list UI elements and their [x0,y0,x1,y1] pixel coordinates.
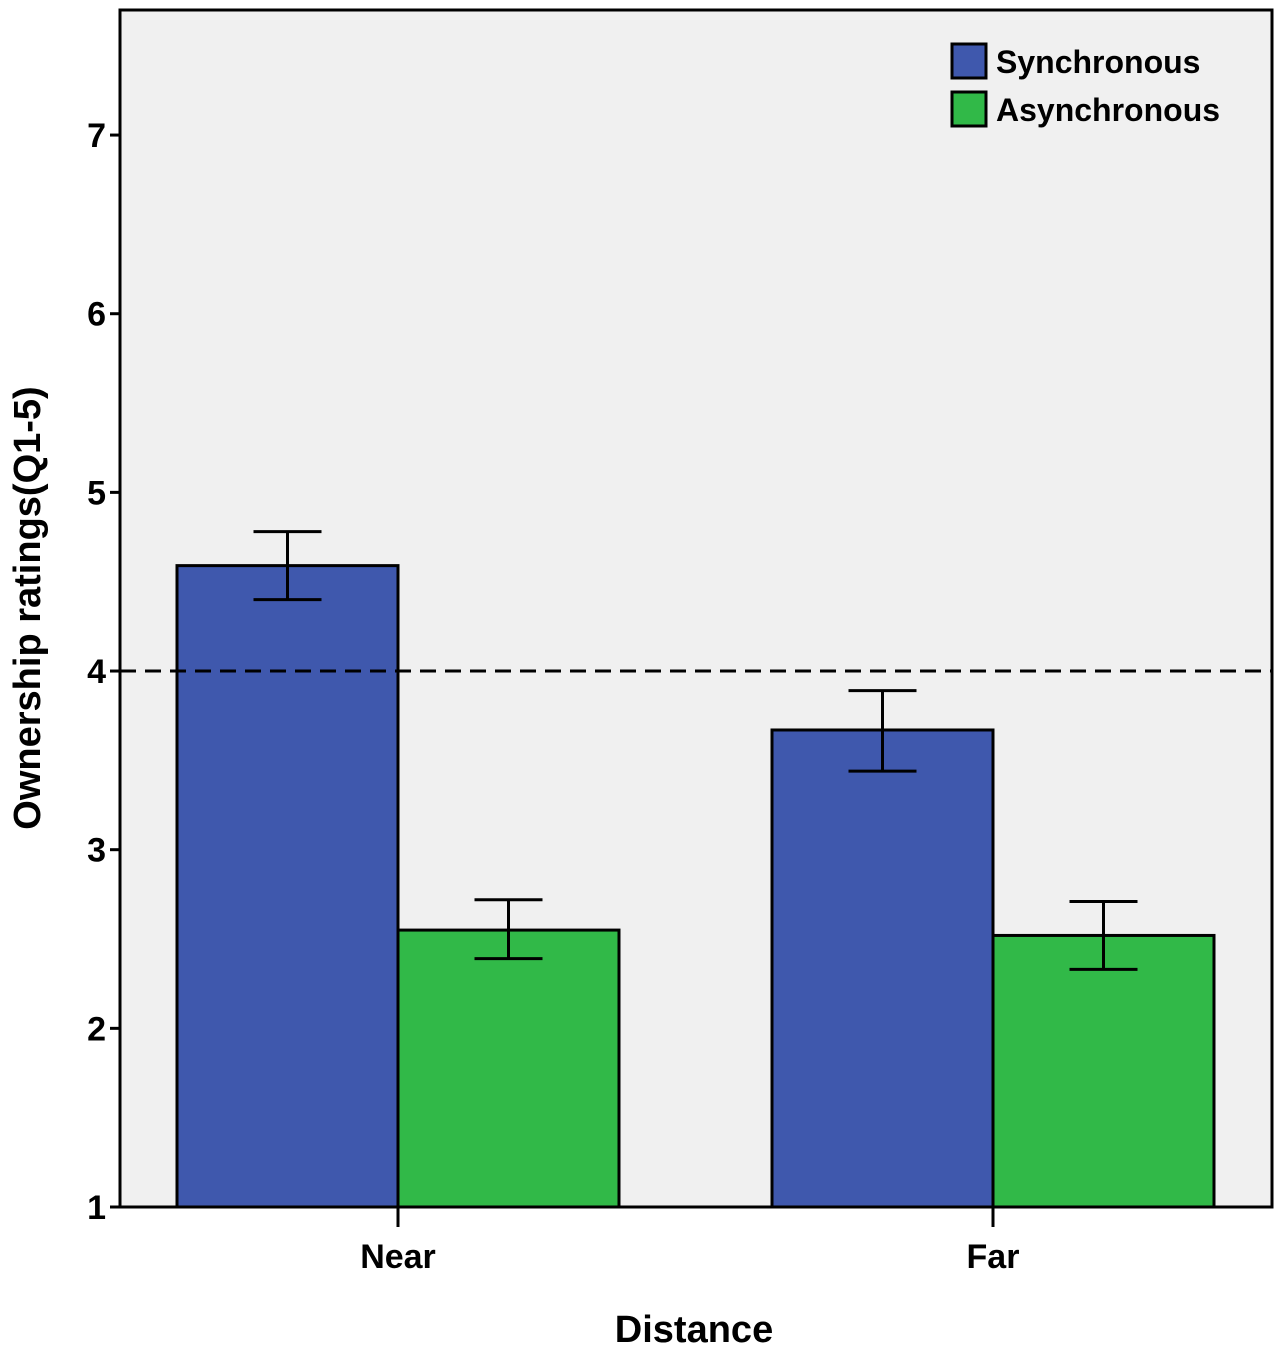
legend-swatch-asynchronous [950,90,988,128]
error-bar-asynchronous-far [1069,899,1138,971]
y-tick-label: 4 [87,653,106,691]
legend-label-asynchronous: Asynchronous [996,92,1220,128]
y-tick-label: 1 [87,1189,106,1227]
y-tick-label: 2 [87,1010,106,1048]
error-bar-synchronous-near [253,530,322,602]
legend-label-synchronous: Synchronous [996,44,1200,80]
bar-synchronous-far [770,728,995,1209]
y-tick-label: 6 [87,296,106,334]
y-tick-label: 7 [87,117,106,155]
y-tick-label: 5 [87,474,106,512]
bar-asynchronous-near [396,928,621,1209]
y-tick-label: 3 [87,832,106,870]
bar-synchronous-near [175,564,400,1209]
bar-asynchronous-far [991,933,1216,1209]
y-axis-title: Ownership ratings(Q1-5) [7,386,49,829]
legend: Synchronous Asynchronous [950,42,1220,128]
x-axis-title: Distance [615,1309,773,1351]
error-bar-asynchronous-near [474,898,543,961]
x-tick-label-near: Near [360,1238,436,1276]
x-tick-label-far: Far [967,1238,1020,1276]
error-bar-synchronous-far [848,689,917,773]
legend-swatch-synchronous [950,42,988,80]
